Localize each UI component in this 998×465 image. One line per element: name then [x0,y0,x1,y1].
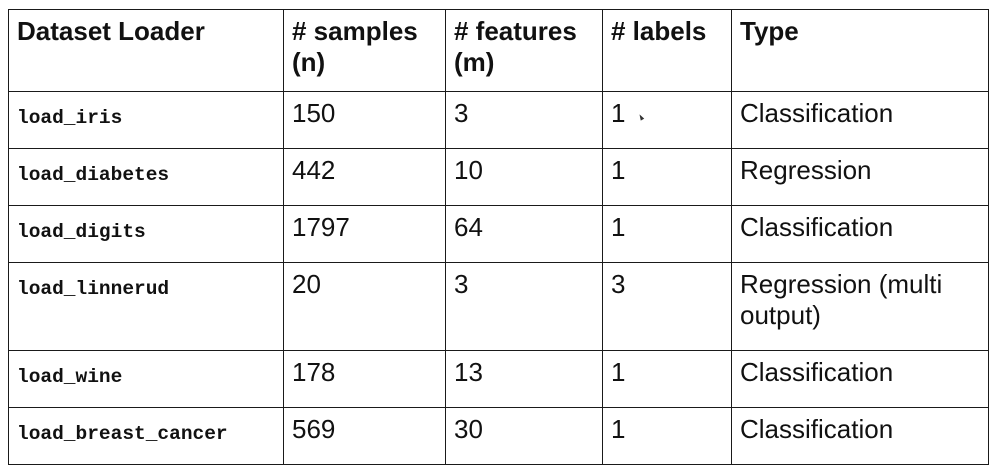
labels-cell: 3 [602,262,732,351]
features-cell: 10 [445,148,603,206]
type-cell: Classification [731,205,989,263]
header-samples: # samples (n) [283,9,446,92]
labels-cell: 1 [602,407,732,465]
table-header-row: Dataset Loader # samples (n) # features … [8,9,989,92]
type-cell: Regression (multi output) [731,262,989,351]
loader-cell: load_wine [8,350,284,408]
loader-cell: load_digits [8,205,284,263]
table-row: load_wine 178 13 1 Classification [8,350,989,408]
table-row: load_linnerud 20 3 3 Regression (multi o… [8,262,989,351]
dataset-table-container: Dataset Loader # samples (n) # features … [8,9,989,465]
features-cell: 13 [445,350,603,408]
table-row: load_breast_cancer 569 30 1 Classificati… [8,407,989,465]
samples-cell: 569 [283,407,446,465]
dataset-loaders-table: Dataset Loader # samples (n) # features … [8,9,989,465]
table-row: load_digits 1797 64 1 Classification [8,205,989,263]
mouse-cursor-icon [638,113,645,121]
labels-cell: 1 [602,91,732,149]
type-cell: Classification [731,91,989,149]
type-cell: Classification [731,407,989,465]
labels-cell: 1 [602,205,732,263]
header-type: Type [731,9,989,92]
loader-cell: load_breast_cancer [8,407,284,465]
features-cell: 64 [445,205,603,263]
samples-cell: 442 [283,148,446,206]
loader-cell: load_iris [8,91,284,149]
header-dataset-loader: Dataset Loader [8,9,284,92]
features-cell: 3 [445,91,603,149]
loader-cell: load_linnerud [8,262,284,351]
samples-cell: 1797 [283,205,446,263]
table-row: load_iris 150 3 1 Classification [8,91,989,149]
type-cell: Regression [731,148,989,206]
loader-cell: load_diabetes [8,148,284,206]
labels-cell: 1 [602,350,732,408]
features-cell: 30 [445,407,603,465]
features-cell: 3 [445,262,603,351]
samples-cell: 178 [283,350,446,408]
labels-value: 1 [611,98,626,128]
samples-cell: 150 [283,91,446,149]
header-labels: # labels [602,9,732,92]
labels-cell: 1 [602,148,732,206]
table-row: load_diabetes 442 10 1 Regression [8,148,989,206]
samples-cell: 20 [283,262,446,351]
type-cell: Classification [731,350,989,408]
header-features: # features (m) [445,9,603,92]
